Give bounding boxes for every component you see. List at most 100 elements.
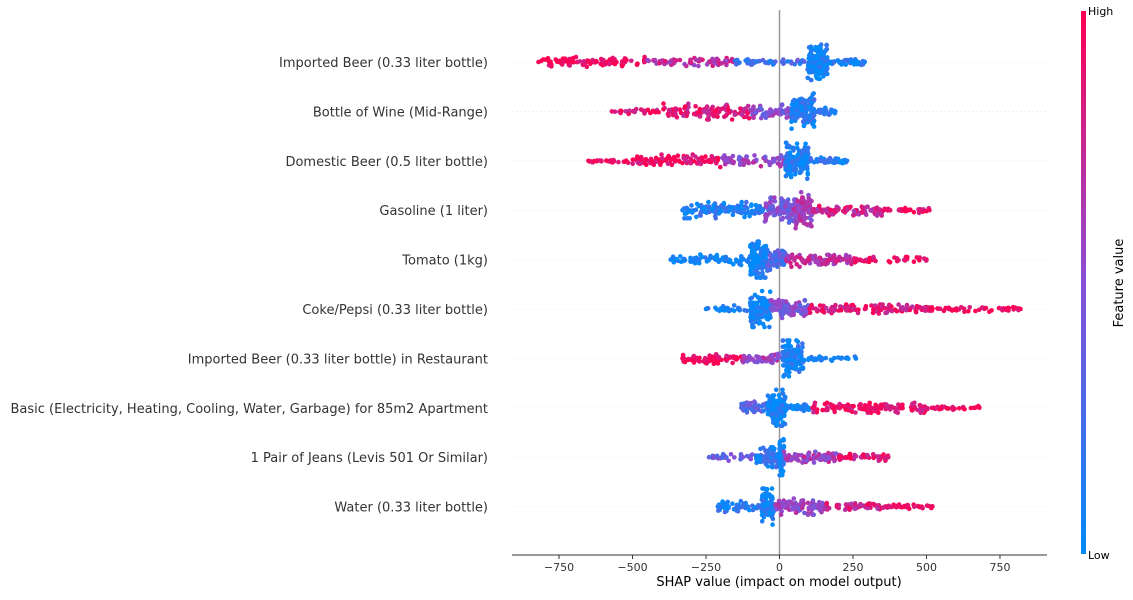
shap-point	[807, 53, 812, 58]
shap-point	[811, 512, 816, 517]
shap-point	[849, 261, 854, 267]
shap-point	[759, 208, 764, 214]
shap-point	[626, 111, 631, 117]
shap-point	[809, 302, 814, 308]
shap-point	[722, 114, 727, 120]
shap-point	[586, 158, 591, 164]
shap-point	[927, 207, 932, 213]
shap-point	[692, 260, 698, 266]
shap-point	[761, 262, 767, 268]
shap-point	[770, 415, 776, 421]
shap-point	[786, 143, 792, 149]
shap-point	[804, 200, 809, 206]
shap-point	[844, 308, 849, 313]
shap-point	[622, 58, 628, 63]
shap-point	[801, 212, 807, 217]
shap-point	[681, 256, 687, 262]
shap-point	[805, 176, 810, 182]
shap-point	[789, 126, 794, 131]
shap-point	[770, 62, 776, 67]
shap-point	[668, 157, 674, 162]
shap-point	[807, 104, 812, 110]
shap-point	[843, 404, 848, 409]
shap-point	[756, 305, 761, 310]
shap-point	[871, 307, 876, 312]
shap-point	[787, 218, 793, 224]
shap-point	[793, 118, 798, 124]
shap-point	[744, 114, 749, 120]
x-tick-label: 250	[842, 561, 863, 574]
shap-point	[724, 353, 729, 359]
shap-point	[909, 407, 915, 413]
shap-point	[751, 107, 756, 112]
shap-point	[777, 439, 783, 445]
shap-point	[797, 404, 802, 410]
shap-point	[883, 458, 888, 464]
shap-point	[920, 407, 926, 413]
shap-point	[747, 213, 752, 219]
shap-point	[718, 164, 723, 170]
shap-point	[828, 402, 833, 407]
shap-point	[760, 359, 765, 364]
shap-point	[782, 453, 788, 458]
shap-point	[777, 107, 782, 112]
shap-point	[868, 410, 874, 416]
shap-point	[754, 59, 759, 64]
shap-point	[853, 58, 859, 63]
shap-point	[794, 101, 799, 106]
shap-point	[785, 350, 791, 356]
shap-point	[698, 161, 704, 167]
shap-point	[729, 205, 735, 210]
shap-point	[794, 141, 800, 146]
shap-point	[870, 310, 876, 316]
shap-point	[715, 155, 721, 161]
shap-point	[728, 156, 733, 161]
shap-point	[756, 239, 762, 244]
shap-point	[827, 253, 832, 258]
shap-point	[811, 124, 817, 129]
shap-point	[780, 216, 785, 222]
shap-point	[739, 358, 745, 363]
shap-point	[789, 119, 794, 124]
shap-point	[769, 412, 775, 417]
shap-point	[838, 454, 843, 460]
shap-point	[802, 260, 808, 266]
shap-point	[876, 410, 881, 416]
shap-point	[547, 59, 552, 65]
shap-point	[937, 306, 943, 312]
shap-point	[761, 458, 766, 464]
feature-label: Imported Beer (0.33 liter bottle)	[279, 56, 488, 71]
shap-point	[752, 359, 757, 365]
shap-point	[743, 204, 748, 209]
shap-point	[728, 259, 733, 265]
shap-point	[876, 311, 882, 316]
feature-label: Domestic Beer (0.5 liter bottle)	[285, 155, 488, 170]
shap-point	[865, 505, 870, 511]
shap-point	[813, 449, 818, 455]
shap-point	[865, 452, 870, 458]
shap-point	[767, 289, 773, 295]
shap-point	[977, 405, 982, 411]
shap-point	[623, 109, 628, 114]
shap-point	[685, 216, 690, 221]
shap-point	[724, 58, 729, 63]
shap-point	[976, 307, 982, 313]
shap-point	[812, 400, 818, 406]
shap-point	[688, 259, 693, 265]
shap-point	[770, 445, 776, 450]
shap-point	[754, 354, 759, 359]
shap-point	[711, 203, 716, 208]
shap-point	[917, 258, 922, 263]
feature-dot-row	[715, 486, 935, 527]
shap-point	[792, 202, 797, 207]
shap-point	[811, 160, 817, 165]
shap-point	[795, 343, 801, 349]
shap-point	[811, 503, 816, 508]
shap-point	[887, 407, 893, 412]
shap-point	[773, 301, 779, 306]
shap-point	[765, 263, 771, 268]
shap-point	[586, 58, 592, 64]
shap-point	[808, 49, 814, 54]
feature-dot-row	[739, 387, 982, 429]
